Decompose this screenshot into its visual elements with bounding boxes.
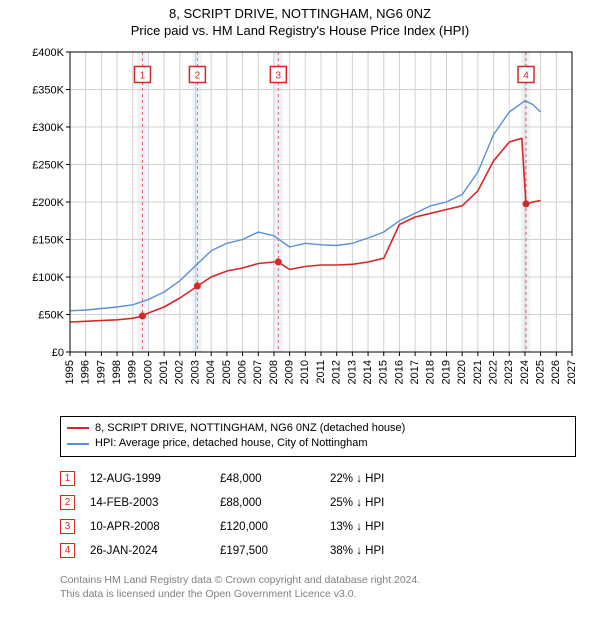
svg-text:2002: 2002: [174, 360, 186, 384]
svg-text:1998: 1998: [111, 360, 123, 384]
sales-row: 2 14-FEB-2003£88,00025% ↓ HPI: [60, 491, 576, 515]
svg-text:£250K: £250K: [32, 159, 64, 171]
svg-text:1995: 1995: [64, 360, 76, 384]
svg-text:2015: 2015: [378, 360, 390, 384]
title-line-2: Price paid vs. HM Land Registry's House …: [0, 23, 600, 40]
svg-text:2000: 2000: [142, 360, 154, 384]
svg-text:2009: 2009: [284, 360, 296, 384]
sales-table: 1 12-AUG-1999£48,00022% ↓ HPI 2 14-FEB-2003…: [60, 467, 576, 563]
sale-delta: 22% ↓ HPI: [330, 473, 450, 485]
svg-text:2017: 2017: [409, 360, 421, 384]
sale-marker: 4: [60, 543, 75, 558]
footer-line-2: This data is licensed under the Open Gov…: [60, 587, 576, 601]
svg-text:2027: 2027: [566, 360, 578, 384]
svg-text:2003: 2003: [189, 360, 201, 384]
legend-item: HPI: Average price, detached house, City…: [67, 436, 569, 451]
svg-text:2024: 2024: [519, 360, 531, 384]
svg-text:1: 1: [140, 70, 146, 81]
sale-date: 12-AUG-1999: [90, 473, 220, 485]
svg-text:2019: 2019: [440, 360, 452, 384]
chart-area: £0 £50K £100K £150K £200K £250K £300K £350K £400…: [24, 48, 584, 408]
sale-delta: 25% ↓ HPI: [330, 497, 450, 509]
svg-text:£0: £0: [52, 347, 64, 359]
sale-delta: 13% ↓ HPI: [330, 521, 450, 533]
svg-text:2012: 2012: [331, 360, 343, 384]
svg-text:£350K: £350K: [32, 84, 64, 96]
sale-price: £48,000: [220, 473, 330, 485]
sale-delta: 38% ↓ HPI: [330, 545, 450, 557]
svg-text:2021: 2021: [472, 360, 484, 384]
svg-text:£400K: £400K: [32, 48, 64, 59]
svg-text:2025: 2025: [535, 360, 547, 384]
chart-title: 8, SCRIPT DRIVE, NOTTINGHAM, NG6 0NZ Pri…: [0, 0, 600, 40]
line-chart: £0 £50K £100K £150K £200K £250K £300K £350K £400…: [24, 48, 584, 408]
svg-text:2014: 2014: [362, 360, 374, 384]
svg-text:4: 4: [523, 70, 529, 81]
svg-text:2006: 2006: [236, 360, 248, 384]
sales-row: 4 26-JAN-2024£197,50038% ↓ HPI: [60, 539, 576, 563]
svg-text:2008: 2008: [268, 360, 280, 384]
legend-label: HPI: Average price, detached house, City…: [95, 436, 368, 451]
legend-swatch: [67, 443, 89, 445]
svg-text:£150K: £150K: [32, 234, 64, 246]
svg-text:2018: 2018: [425, 360, 437, 384]
legend-swatch: [67, 427, 89, 429]
svg-text:2001: 2001: [158, 360, 170, 384]
sales-row: 1 12-AUG-1999£48,00022% ↓ HPI: [60, 467, 576, 491]
svg-text:2016: 2016: [393, 360, 405, 384]
sale-date: 10-APR-2008: [90, 521, 220, 533]
svg-text:2004: 2004: [205, 360, 217, 384]
sale-date: 26-JAN-2024: [90, 545, 220, 557]
sale-date: 14-FEB-2003: [90, 497, 220, 509]
svg-text:3: 3: [276, 70, 282, 81]
legend: 8, SCRIPT DRIVE, NOTTINGHAM, NG6 0NZ (de…: [60, 416, 576, 457]
legend-label: 8, SCRIPT DRIVE, NOTTINGHAM, NG6 0NZ (de…: [95, 421, 405, 436]
sales-row: 3 10-APR-2008£120,00013% ↓ HPI: [60, 515, 576, 539]
sale-price: £88,000: [220, 497, 330, 509]
svg-text:2010: 2010: [299, 360, 311, 384]
legend-item: 8, SCRIPT DRIVE, NOTTINGHAM, NG6 0NZ (de…: [67, 421, 569, 436]
svg-text:1997: 1997: [95, 360, 107, 384]
sale-marker: 3: [60, 519, 75, 534]
svg-text:1999: 1999: [127, 360, 139, 384]
svg-text:£200K: £200K: [32, 197, 64, 209]
svg-text:£300K: £300K: [32, 122, 64, 134]
svg-text:2005: 2005: [221, 360, 233, 384]
sale-marker: 1: [60, 471, 75, 486]
svg-text:2020: 2020: [456, 360, 468, 384]
sale-price: £197,500: [220, 545, 330, 557]
svg-text:2023: 2023: [503, 360, 515, 384]
svg-text:2026: 2026: [550, 360, 562, 384]
footer-line-1: Contains HM Land Registry data © Crown c…: [60, 573, 576, 587]
svg-text:2011: 2011: [315, 360, 327, 384]
svg-text:2: 2: [195, 70, 201, 81]
svg-text:1996: 1996: [80, 360, 92, 384]
svg-text:£50K: £50K: [38, 309, 64, 321]
sale-price: £120,000: [220, 521, 330, 533]
sale-marker: 2: [60, 495, 75, 510]
svg-text:2013: 2013: [346, 360, 358, 384]
title-line-1: 8, SCRIPT DRIVE, NOTTINGHAM, NG6 0NZ: [0, 6, 600, 23]
svg-text:£100K: £100K: [32, 272, 64, 284]
svg-text:2007: 2007: [252, 360, 264, 384]
footer: Contains HM Land Registry data © Crown c…: [60, 573, 576, 601]
svg-text:2022: 2022: [487, 360, 499, 384]
